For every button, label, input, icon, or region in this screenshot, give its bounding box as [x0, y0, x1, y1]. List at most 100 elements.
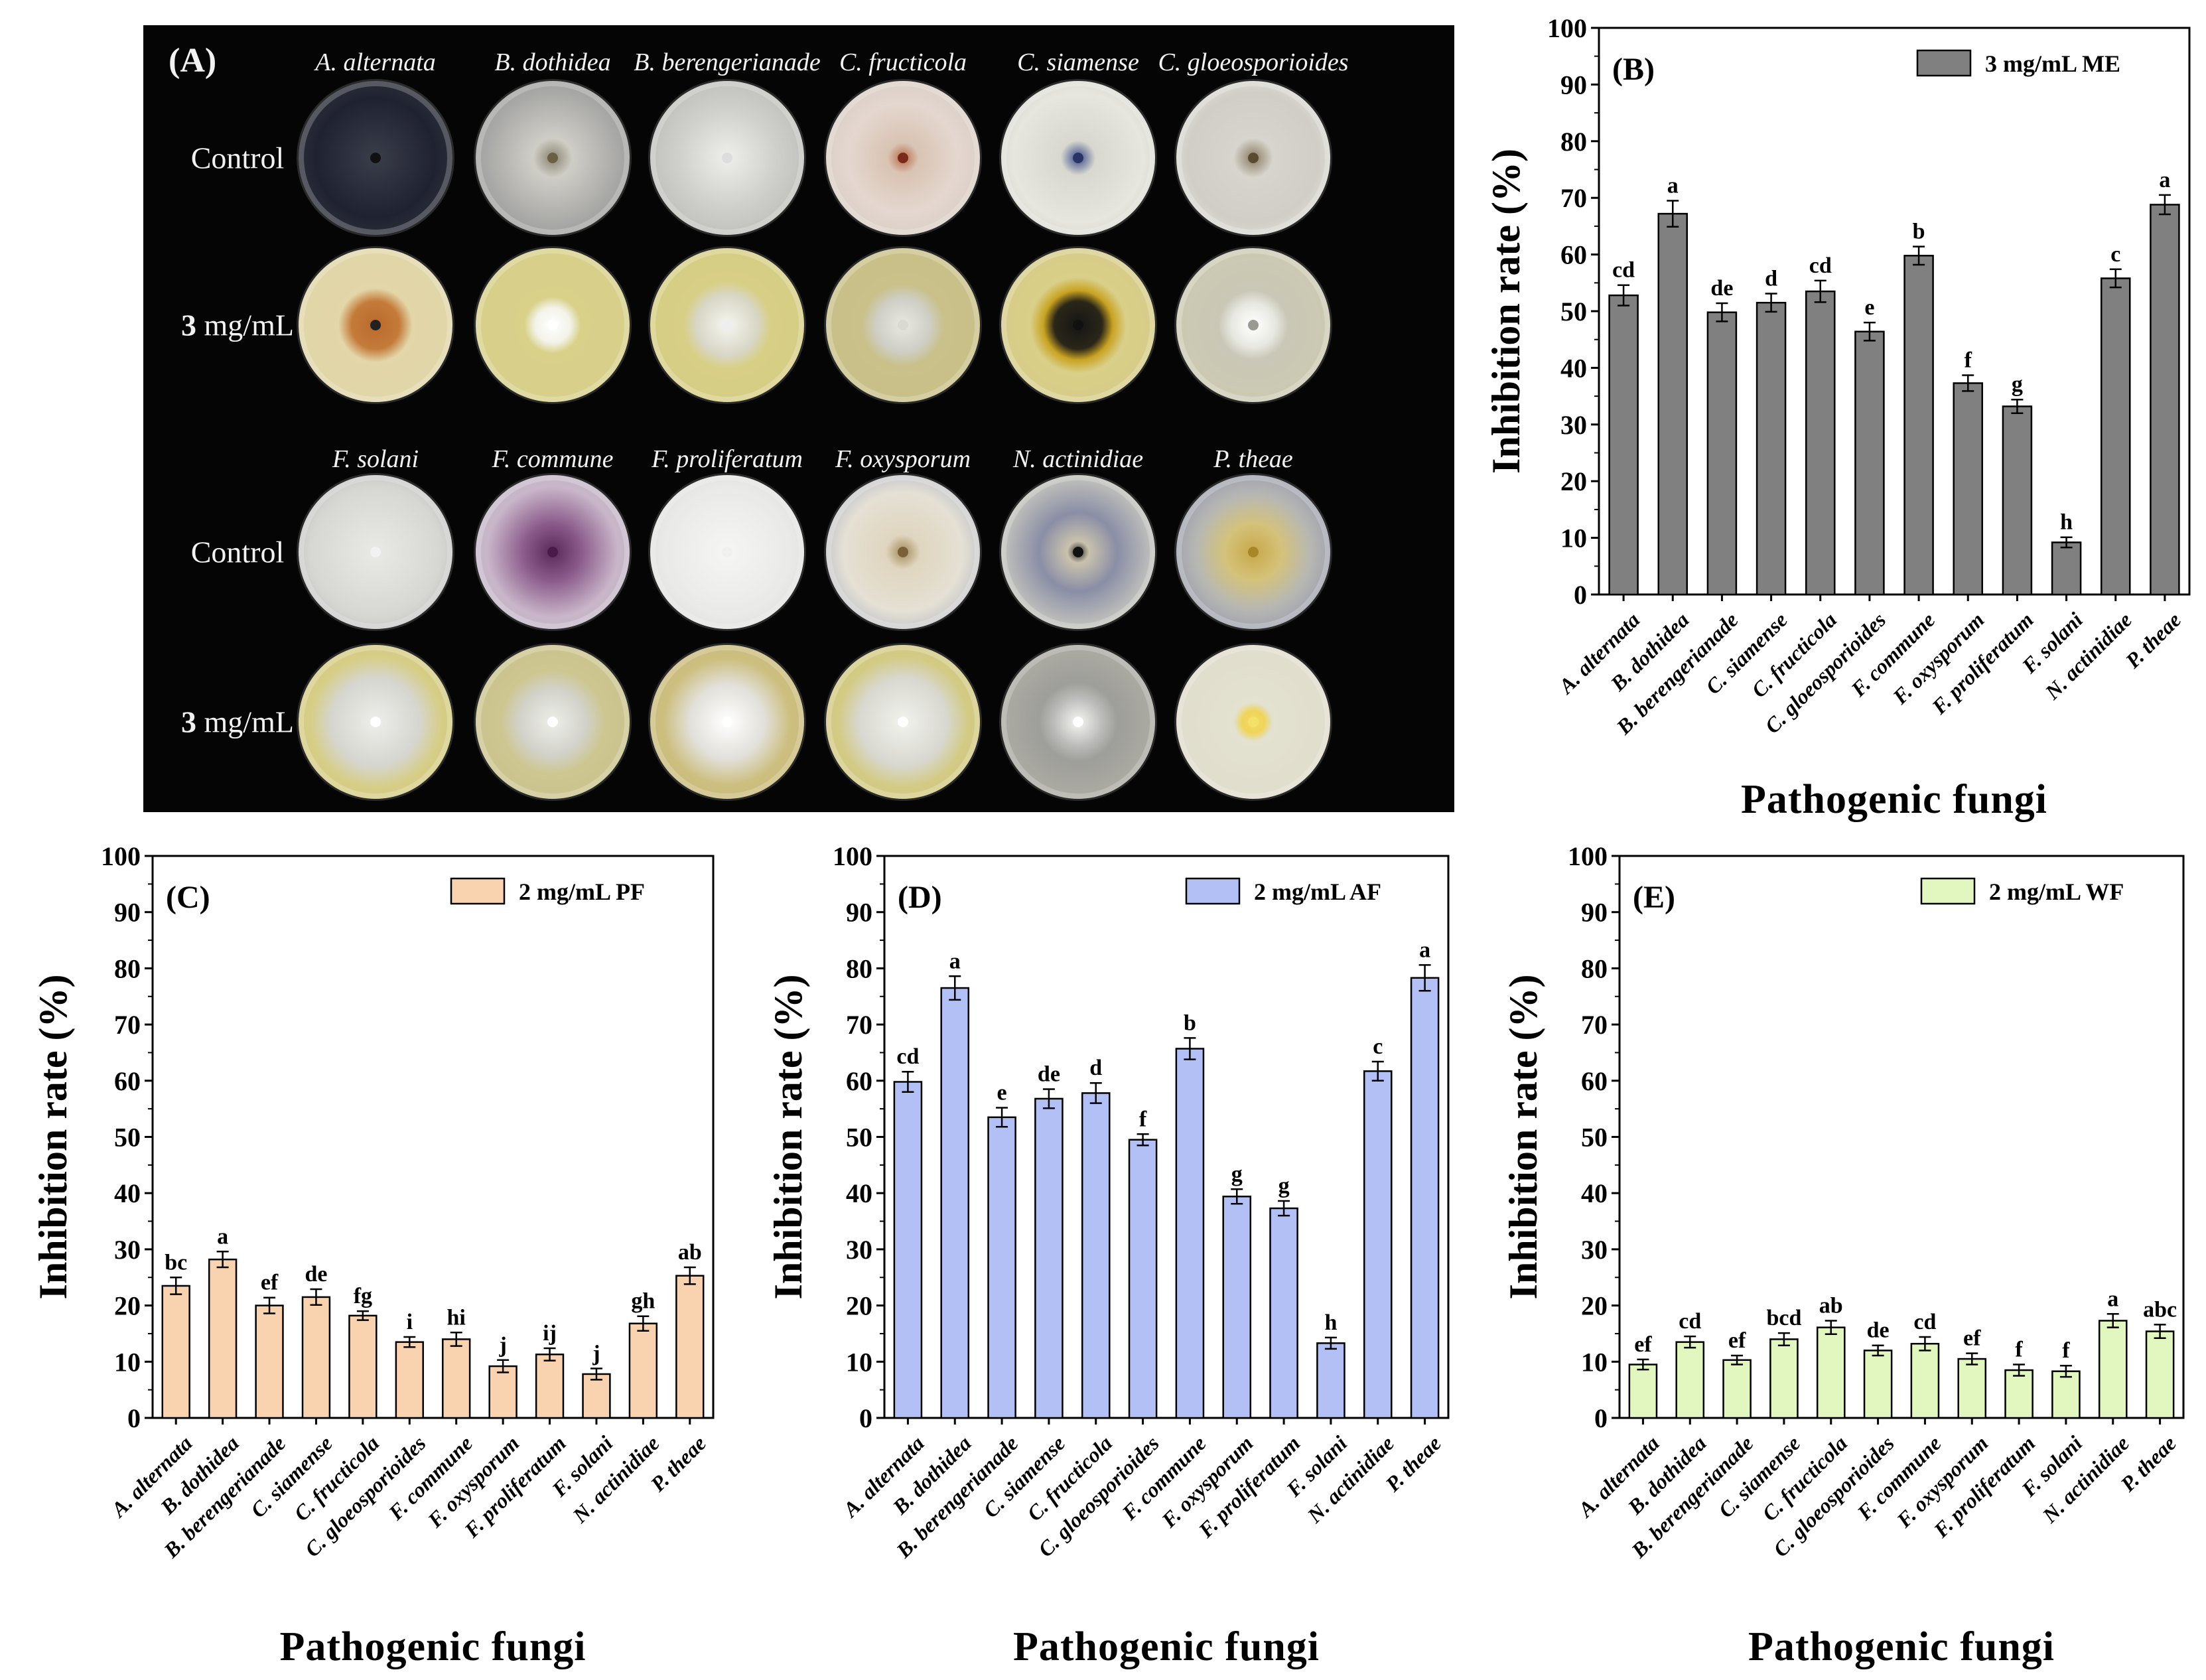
panel-label: (D)	[898, 880, 942, 915]
panel-label: (B)	[1612, 52, 1655, 87]
significance-letter: g	[1278, 1174, 1290, 1198]
inoculum-spot	[1073, 547, 1083, 557]
significance-letter: ef	[1634, 1332, 1652, 1357]
y-tick-label: 0	[127, 1403, 141, 1433]
petri-dish-control	[650, 475, 804, 629]
petri-dish-treated	[1001, 645, 1155, 799]
bar	[1175, 1048, 1205, 1419]
petri-dish-control	[650, 81, 804, 235]
row-label-treated: 3 mg/mL	[181, 705, 294, 739]
y-tick-label: 40	[846, 1178, 872, 1208]
significance-letter: abc	[2143, 1297, 2177, 1322]
inoculum-spot	[898, 717, 908, 727]
y-tick-label: 90	[114, 898, 141, 928]
significance-letter: h	[1324, 1310, 1337, 1335]
bar	[1081, 1092, 1111, 1419]
petri-dish-treated	[1176, 645, 1330, 799]
petri-dish-treated	[826, 645, 980, 799]
significance-letter: e	[1864, 295, 1874, 320]
y-tick-label: 10	[846, 1347, 872, 1377]
petri-dish-control	[826, 81, 980, 235]
panel-label: (C)	[166, 880, 210, 915]
bar	[1269, 1207, 1298, 1419]
significance-letter: a	[2159, 168, 2170, 192]
species-label: C. siamense	[1017, 48, 1139, 76]
bar	[208, 1258, 238, 1419]
species-label: F. proliferatum	[651, 445, 803, 473]
significance-letter: ef	[1963, 1326, 1981, 1351]
bar	[1910, 1342, 1940, 1419]
y-tick-label: 100	[1568, 841, 1608, 871]
legend-label: 2 mg/mL WF	[1989, 878, 2124, 905]
significance-letter: f	[1139, 1107, 1147, 1131]
inoculum-spot	[1248, 320, 1259, 330]
bar	[987, 1116, 1016, 1419]
legend-label: 2 mg/mL PF	[519, 878, 645, 905]
y-tick-label: 80	[114, 953, 141, 983]
petri-dish-treated	[650, 645, 804, 799]
bar	[1410, 977, 1440, 1419]
y-tick-label: 30	[114, 1235, 141, 1265]
significance-letter: de	[305, 1262, 327, 1287]
species-label: A. alternata	[315, 48, 436, 76]
significance-letter: gh	[631, 1289, 655, 1314]
y-tick-label: 30	[1581, 1235, 1608, 1265]
inoculum-spot	[1073, 717, 1083, 727]
bar	[1628, 1364, 1658, 1419]
significance-letter: ef	[261, 1271, 279, 1295]
legend-swatch	[450, 877, 506, 905]
bar	[1957, 1358, 1987, 1419]
significance-letter: b	[1184, 1011, 1196, 1035]
row-label-control: Control	[190, 535, 285, 569]
bar	[2100, 277, 2131, 596]
panel-label: (E)	[1633, 880, 1675, 915]
inoculum-spot	[1248, 717, 1259, 727]
significance-letter: a	[1419, 938, 1430, 962]
significance-letter: hi	[447, 1305, 466, 1330]
y-axis-label: Inhibition rate (%)	[1501, 974, 1545, 1299]
y-tick-label: 50	[114, 1123, 141, 1153]
significance-letter: i	[407, 1310, 413, 1334]
bar	[395, 1341, 424, 1419]
bar	[1222, 1196, 1252, 1419]
species-label: P. theae	[1213, 445, 1293, 473]
significance-letter: de	[1038, 1062, 1060, 1087]
bar	[1675, 1341, 1705, 1419]
bar	[1903, 255, 1934, 596]
inoculum-spot	[547, 547, 558, 557]
y-tick-label: 30	[1560, 410, 1587, 440]
inoculum-spot	[370, 320, 381, 330]
y-tick-label: 100	[1547, 13, 1587, 43]
significance-letter: bcd	[1766, 1306, 1801, 1330]
y-tick-label: 60	[1581, 1066, 1608, 1096]
bar	[1128, 1139, 1158, 1419]
significance-letter: b	[1913, 220, 1925, 244]
bar	[1706, 311, 1738, 596]
y-axis-label: Inhibition rate (%)	[1484, 149, 1528, 474]
inoculum-spot	[547, 717, 558, 727]
bar	[1953, 382, 1984, 596]
panel-label: (A)	[169, 42, 217, 80]
bar	[348, 1314, 378, 1419]
bar	[1756, 301, 1787, 596]
significance-letter: ij	[543, 1321, 557, 1346]
bar	[1316, 1342, 1345, 1419]
y-tick-label: 70	[1560, 183, 1587, 213]
bar	[1034, 1097, 1064, 1419]
bar	[1863, 1350, 1893, 1419]
significance-letter: e	[997, 1080, 1007, 1105]
petri-dish-treated	[1176, 248, 1330, 402]
species-label: C. gloeosporioides	[1158, 48, 1349, 76]
y-tick-label: 10	[1581, 1347, 1608, 1377]
bar	[1769, 1338, 1799, 1419]
species-label: C. fructicola	[839, 48, 967, 76]
petri-dish-control	[1001, 81, 1155, 235]
bar	[161, 1285, 190, 1419]
y-tick-label: 60	[1560, 240, 1587, 270]
significance-letter: c	[2110, 242, 2120, 267]
photo-panel: (A) A. alternata B. dothidea B. berengeria…	[143, 25, 1454, 812]
y-tick-label: 20	[1581, 1291, 1608, 1321]
significance-letter: cd	[896, 1044, 919, 1069]
bar	[1608, 294, 1639, 596]
